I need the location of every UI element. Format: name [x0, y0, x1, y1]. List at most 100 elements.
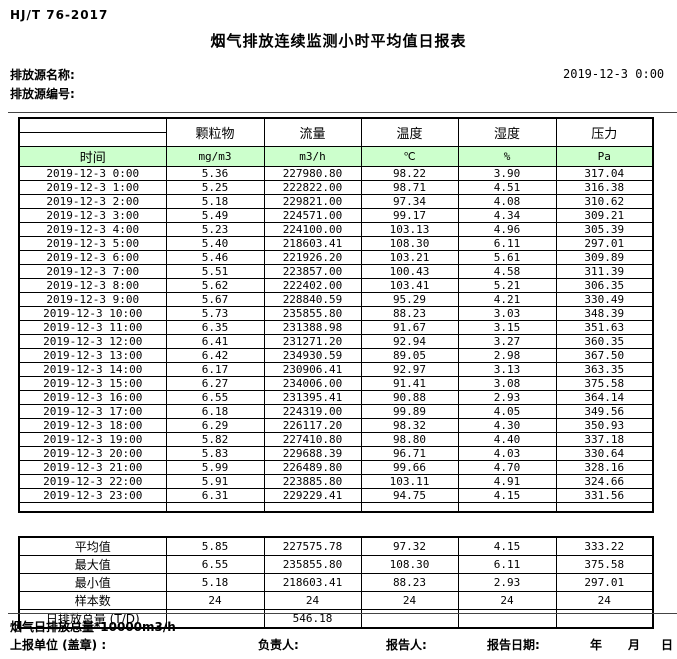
value-cell: 4.51 — [457, 180, 557, 195]
value-cell: 6.18 — [165, 404, 265, 419]
value-cell: 218603.41 — [263, 573, 362, 592]
value-cell: 6.42 — [165, 348, 265, 363]
value-cell: 229821.00 — [263, 194, 362, 209]
value-cell: 6.55 — [165, 555, 265, 574]
value-cell: 99.89 — [360, 404, 459, 419]
value-cell: 5.18 — [165, 573, 265, 592]
value-cell: 375.58 — [555, 555, 654, 574]
col-header-pressure: 压力 — [555, 117, 654, 147]
table-row: 2019-12-3 18:00 6.29 226117.20 98.32 4.30 350… — [18, 418, 654, 433]
value-cell: 309.89 — [555, 250, 654, 265]
value-cell: 5.62 — [165, 278, 265, 293]
bottom-divider — [8, 613, 677, 614]
summary-label-cell: 样本数 — [18, 591, 167, 610]
value-cell: 5.85 — [165, 536, 265, 556]
value-cell — [263, 502, 362, 513]
table-row: 2019-12-3 3:00 5.49 224571.00 99.17 4.34 309.… — [18, 208, 654, 223]
value-cell: 305.39 — [555, 222, 654, 237]
value-cell: 89.05 — [360, 348, 459, 363]
value-cell: 6.27 — [165, 376, 265, 391]
value-cell: 306.35 — [555, 278, 654, 293]
time-cell: 2019-12-3 9:00 — [18, 292, 167, 307]
top-divider — [8, 112, 677, 113]
col-header-humidity: 湿度 — [457, 117, 557, 147]
table-row: 2019-12-3 16:00 6.55 231395.41 90.88 2.93 364… — [18, 390, 654, 405]
table-row: 样本数 24 24 24 24 24 — [18, 591, 654, 610]
units-row: 时间 mg/m3 m3/h ℃ % Pa — [18, 146, 654, 167]
value-cell: 24 — [165, 591, 265, 610]
value-cell: 234006.00 — [263, 376, 362, 391]
value-cell: 4.15 — [457, 536, 557, 556]
table-row: 2019-12-3 10:00 5.73 235855.80 88.23 3.03 348… — [18, 306, 654, 321]
value-cell: 97.32 — [360, 536, 459, 556]
value-cell: 222402.00 — [263, 278, 362, 293]
value-cell: 310.62 — [555, 194, 654, 209]
value-cell: 235855.80 — [263, 306, 362, 321]
time-cell: 2019-12-3 17:00 — [18, 404, 167, 419]
table-row: 2019-12-3 6:00 5.46 221926.20 103.21 5.61 309… — [18, 250, 654, 265]
value-cell: 360.35 — [555, 334, 654, 349]
value-cell: 228840.59 — [263, 292, 362, 307]
table-row: 2019-12-3 13:00 6.42 234930.59 89.05 2.98 367… — [18, 348, 654, 363]
value-cell: 5.40 — [165, 236, 265, 251]
value-cell: 222822.00 — [263, 180, 362, 195]
value-cell: 95.29 — [360, 292, 459, 307]
time-cell: 2019-12-3 21:00 — [18, 460, 167, 475]
value-cell: 2.93 — [457, 573, 557, 592]
value-cell: 218603.41 — [263, 236, 362, 251]
value-cell: 227980.80 — [263, 166, 362, 181]
value-cell: 6.11 — [457, 236, 557, 251]
time-cell: 2019-12-3 5:00 — [18, 236, 167, 251]
value-cell: 5.23 — [165, 222, 265, 237]
table-row: 最小值 5.18 218603.41 88.23 2.93 297.01 — [18, 573, 654, 592]
value-cell: 364.14 — [555, 390, 654, 405]
time-cell: 2019-12-3 18:00 — [18, 418, 167, 433]
value-cell: 4.30 — [457, 418, 557, 433]
source-name-label: 排放源名称: — [10, 68, 75, 82]
value-cell: 4.70 — [457, 460, 557, 475]
value-cell: 5.91 — [165, 474, 265, 489]
value-cell: 6.17 — [165, 362, 265, 377]
value-cell: 100.43 — [360, 264, 459, 279]
value-cell: 6.11 — [457, 555, 557, 574]
value-cell: 5.25 — [165, 180, 265, 195]
year-label: 年 — [590, 638, 603, 652]
time-header-spacer-top — [18, 117, 167, 133]
value-cell: 3.03 — [457, 306, 557, 321]
value-cell: 108.30 — [360, 555, 459, 574]
table-row: 2019-12-3 20:00 5.83 229688.39 96.71 4.03 330… — [18, 446, 654, 461]
unit-particulate: mg/m3 — [165, 146, 265, 167]
value-cell: 98.80 — [360, 432, 459, 447]
value-cell: 223857.00 — [263, 264, 362, 279]
summary-label-cell: 平均值 — [18, 536, 167, 556]
value-cell: 4.05 — [457, 404, 557, 419]
table-row — [18, 502, 654, 513]
time-header: 时间 — [18, 146, 167, 167]
time-cell: 2019-12-3 10:00 — [18, 306, 167, 321]
summary-table: 平均值 5.85 227575.78 97.32 4.15 333.22 最大值 6.55 23… — [18, 536, 654, 629]
value-cell: 5.73 — [165, 306, 265, 321]
value-cell: 92.97 — [360, 362, 459, 377]
value-cell: 3.90 — [457, 166, 557, 181]
value-cell — [457, 502, 557, 513]
value-cell: 224319.00 — [263, 404, 362, 419]
summary-label-cell: 最小值 — [18, 573, 167, 592]
time-cell: 2019-12-3 23:00 — [18, 488, 167, 503]
table-row: 2019-12-3 4:00 5.23 224100.00 103.13 4.96 305… — [18, 222, 654, 237]
column-header-row: 颗粒物 流量 温度 湿度 压力 — [18, 117, 654, 147]
col-header-flow: 流量 — [263, 117, 362, 147]
table-row: 2019-12-3 14:00 6.17 230906.41 92.97 3.13 363… — [18, 362, 654, 377]
value-cell: 6.41 — [165, 334, 265, 349]
value-cell: 231388.98 — [263, 320, 362, 335]
value-cell: 349.56 — [555, 404, 654, 419]
table-row: 2019-12-3 19:00 5.82 227410.80 98.80 4.40 337… — [18, 432, 654, 447]
time-cell: 2019-12-3 7:00 — [18, 264, 167, 279]
time-cell: 2019-12-3 2:00 — [18, 194, 167, 209]
table-row: 2019-12-3 8:00 5.62 222402.00 103.41 5.21 306… — [18, 278, 654, 293]
value-cell: 229229.41 — [263, 488, 362, 503]
value-cell: 317.04 — [555, 166, 654, 181]
value-cell: 24 — [360, 591, 459, 610]
value-cell — [360, 502, 459, 513]
value-cell: 6.29 — [165, 418, 265, 433]
